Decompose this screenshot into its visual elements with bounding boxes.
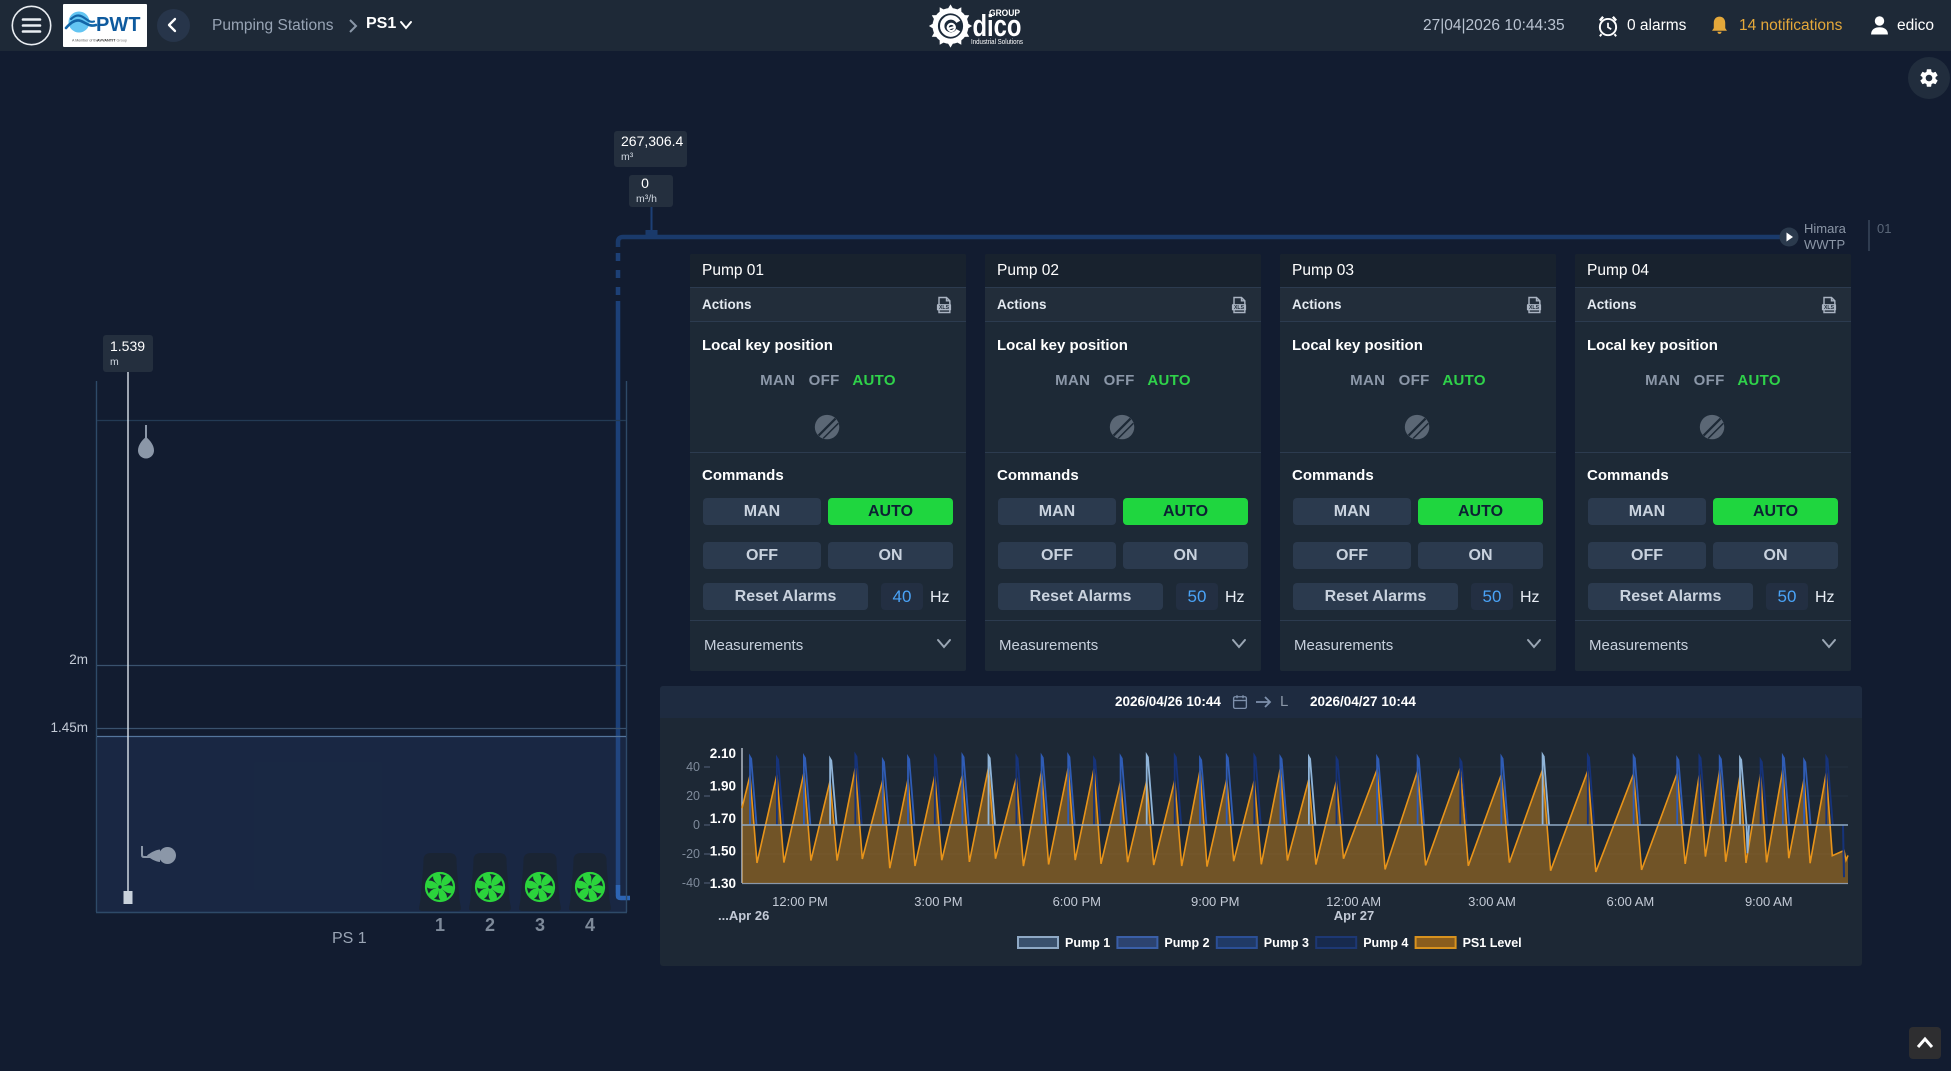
svg-text:0: 0 [641,175,649,191]
svg-text:2: 2 [485,915,495,935]
svg-text:2m: 2m [69,652,88,667]
svg-text:12:00 PM: 12:00 PM [772,894,828,909]
svg-text:0: 0 [693,818,700,832]
svg-text:dico: dico [973,8,1022,43]
svg-text:XLS: XLS [939,305,950,311]
svg-text:12:00 AM: 12:00 AM [1326,894,1381,909]
svg-text:1.30: 1.30 [710,876,736,891]
svg-text:1.50: 1.50 [710,844,736,859]
svg-text:m³/h: m³/h [636,193,657,205]
svg-text:6:00 PM: 6:00 PM [1053,894,1101,909]
svg-text:Himara: Himara [1804,221,1847,236]
svg-text:PS1 Level: PS1 Level [1463,936,1522,950]
svg-text:4: 4 [585,915,595,935]
svg-text:AVVANTIT Group: AVVANTIT Group [97,39,127,43]
svg-text:2.10: 2.10 [710,746,736,761]
svg-text:20: 20 [686,789,700,803]
svg-text:PWT: PWT [96,14,140,36]
svg-text:1.45m: 1.45m [50,720,88,735]
svg-text:40: 40 [686,760,700,774]
svg-text:9:00 AM: 9:00 AM [1745,894,1793,909]
svg-text:A Member of the: A Member of the [72,39,98,43]
svg-text:m³: m³ [621,151,634,163]
svg-text:3:00 AM: 3:00 AM [1468,894,1516,909]
svg-text:01: 01 [1877,221,1891,236]
svg-text:1: 1 [435,915,445,935]
svg-text:Pump 1: Pump 1 [1065,936,1110,950]
svg-text:WWTP: WWTP [1804,237,1845,252]
svg-text:9:00 PM: 9:00 PM [1191,894,1239,909]
svg-text:-40: -40 [682,876,700,890]
svg-text:...Apr 26: ...Apr 26 [718,908,769,923]
svg-text:XLS: XLS [1234,305,1245,311]
svg-text:PS 1: PS 1 [332,930,367,947]
svg-text:267,306.4: 267,306.4 [621,133,683,149]
svg-text:Pump 3: Pump 3 [1264,936,1309,950]
svg-text:XLS: XLS [1529,305,1540,311]
svg-text:1.90: 1.90 [710,779,736,794]
svg-text:GROUP: GROUP [989,8,1020,18]
svg-text:-20: -20 [682,847,700,861]
svg-text:3: 3 [535,915,545,935]
svg-text:6:00 AM: 6:00 AM [1607,894,1655,909]
svg-text:Apr 27: Apr 27 [1334,908,1374,923]
svg-text:Pump 4: Pump 4 [1363,936,1408,950]
svg-text:m: m [110,356,119,368]
svg-text:1.70: 1.70 [710,811,736,826]
svg-text:3:00 PM: 3:00 PM [914,894,962,909]
svg-text:Industrial Solutions: Industrial Solutions [971,39,1023,46]
svg-text:1.539: 1.539 [110,338,145,354]
svg-text:XLS: XLS [1824,305,1835,311]
svg-text:Pump 2: Pump 2 [1164,936,1209,950]
